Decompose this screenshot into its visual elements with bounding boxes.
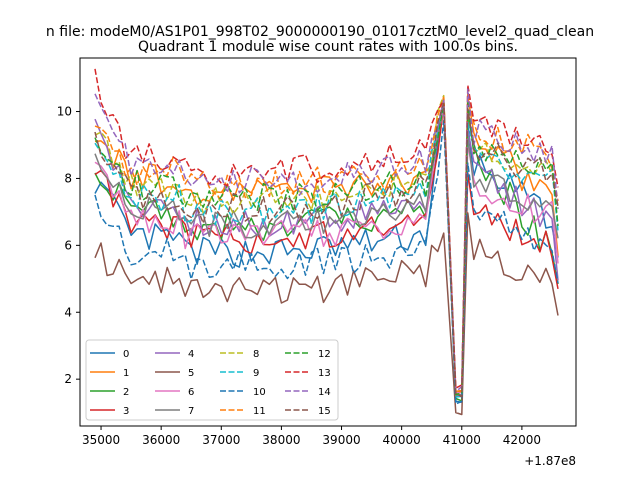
x-axis: 35000 36000 37000 38000 39000 40000 41000 42000: [82, 426, 541, 447]
x-tick-label: 39000: [322, 433, 360, 447]
legend-label-14: 14: [318, 387, 331, 398]
x-tick-label: 36000: [142, 433, 180, 447]
series-line-4: [94, 98, 559, 397]
y-axis: 2 4 6 8 10: [57, 105, 80, 386]
chart-title: Quadrant 1 module wise count rates with …: [138, 39, 518, 55]
legend-label-10: 10: [253, 387, 266, 398]
legend-label-0: 0: [123, 349, 129, 360]
legend-label-7: 7: [188, 406, 194, 417]
suptitle: n file: modeM0/AS1P01_998T02_9000000190_…: [46, 24, 594, 40]
series-line-5: [94, 212, 559, 416]
legend-label-4: 4: [188, 349, 194, 360]
y-tick-label: 6: [64, 238, 72, 252]
legend-label-6: 6: [188, 387, 194, 398]
legend-label-5: 5: [188, 368, 194, 379]
series-line-3: [94, 105, 559, 397]
x-tick-label: 37000: [202, 433, 240, 447]
axes-frame: [79, 57, 577, 427]
y-tick-label: 8: [64, 171, 72, 185]
y-tick-label: 2: [64, 372, 72, 386]
series-line-9: [94, 101, 559, 398]
series-line-14: [94, 88, 559, 393]
plot-area: [79, 57, 577, 427]
legend-label-8: 8: [253, 349, 259, 360]
series-line-7: [94, 101, 559, 398]
legend-label-1: 1: [123, 368, 129, 379]
legend-frame: [85, 339, 339, 421]
y-tick-label: 10: [57, 105, 72, 119]
x-tick-label: 40000: [383, 433, 421, 447]
series-line-12: [94, 101, 559, 396]
series-line-13: [94, 68, 559, 389]
x-tick-label: 35000: [82, 433, 120, 447]
legend-label-15: 15: [318, 406, 331, 417]
series-line-6: [94, 108, 559, 394]
series-line-10: [94, 120, 559, 405]
legend-label-2: 2: [123, 387, 129, 398]
legend-label-12: 12: [318, 349, 331, 360]
series-lines: [94, 68, 559, 416]
legend-label-9: 9: [253, 368, 259, 379]
x-tick-label: 38000: [262, 433, 300, 447]
legend-label-13: 13: [318, 368, 331, 379]
legend-label-3: 3: [123, 406, 129, 417]
y-tick-label: 4: [64, 305, 72, 319]
legend-label-11: 11: [253, 406, 266, 417]
x-tick-label: 42000: [503, 433, 541, 447]
x-tick-label: 41000: [443, 433, 481, 447]
x-offset-label: +1.87e8: [524, 454, 576, 468]
series-line-15: [94, 102, 559, 398]
